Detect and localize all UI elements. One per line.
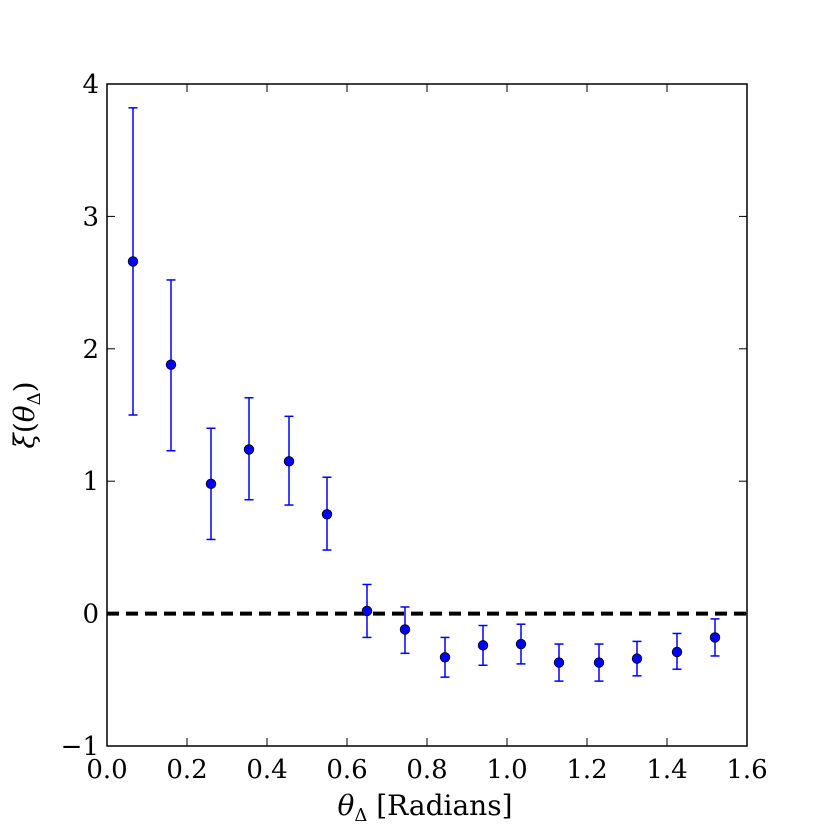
x-tick-label: 1.6 <box>726 755 767 785</box>
y-tick-label: 1 <box>82 467 99 497</box>
y-tick-label: 0 <box>82 600 99 630</box>
data-point <box>283 456 295 467</box>
data-point <box>127 256 139 267</box>
data-point <box>631 653 643 664</box>
data-point <box>553 657 565 668</box>
data-point <box>399 624 411 635</box>
y-tick-label: 2 <box>82 335 99 365</box>
data-point <box>477 640 489 651</box>
x-axis-label: θΔ [Radians] <box>338 789 513 826</box>
data-points <box>127 256 721 668</box>
y-tick-label: −1 <box>61 732 99 762</box>
y-axis-label: ξ(θΔ) <box>8 381 45 448</box>
x-tick-label: 0.8 <box>406 755 447 785</box>
y-tick-label: 3 <box>82 202 99 232</box>
data-point <box>439 652 451 663</box>
data-point <box>361 605 373 617</box>
y-tick-label: 4 <box>82 70 99 100</box>
data-point <box>671 646 683 658</box>
error-bars <box>128 107 720 682</box>
x-tick-label: 0.0 <box>86 755 127 785</box>
plot-frame <box>106 83 748 747</box>
x-tick-label: 1.4 <box>646 755 687 785</box>
x-tick-label: 0.6 <box>326 755 367 785</box>
data-point <box>593 657 605 668</box>
x-tick-label: 1.2 <box>566 755 607 785</box>
x-tick-label: 0.4 <box>246 755 287 785</box>
data-point <box>165 359 177 370</box>
data-point <box>709 632 721 643</box>
axis-tick-labels: 0.0 0.2 0.4 0.6 0.8 1.0 1.2 1.4 1.6 −1 0 1 2 3 4 <box>61 70 768 785</box>
data-point <box>515 638 527 650</box>
data-point <box>205 478 217 490</box>
data-point <box>243 444 255 455</box>
x-tick-label: 1.0 <box>486 755 527 785</box>
axis-ticks <box>106 83 748 747</box>
data-point <box>321 509 333 520</box>
x-tick-label: 0.2 <box>166 755 207 785</box>
